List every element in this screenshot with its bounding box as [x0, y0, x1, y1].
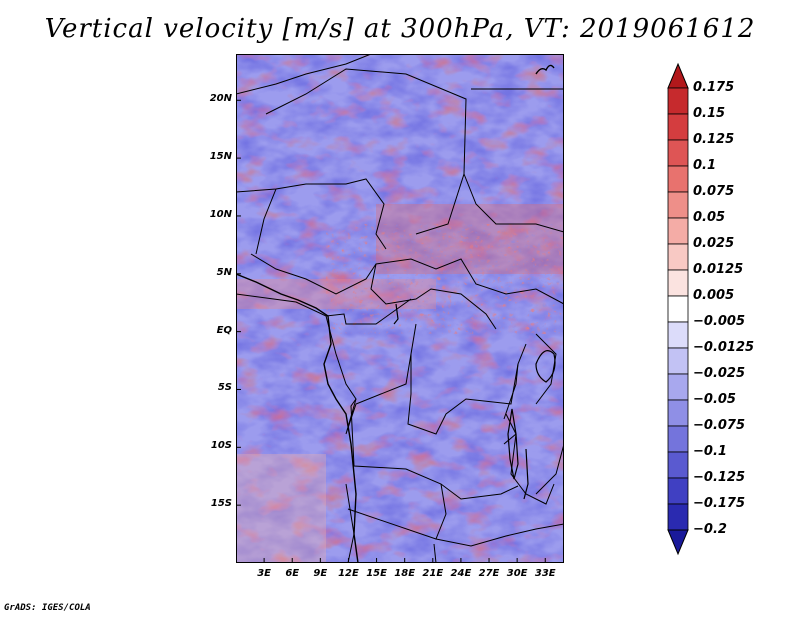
colorbar-level-label: −0.025 [693, 366, 746, 381]
colorbar-level-label: 0.0125 [693, 262, 744, 277]
colorbar-bin [667, 243, 689, 271]
colorbar-bin [667, 451, 689, 479]
longitude-tick-label: 12E [338, 568, 359, 579]
latitude-tick-label: 5S [217, 382, 232, 394]
longitude-tick-label: 27E [478, 568, 500, 579]
longitude-tick-label: 30E [506, 568, 528, 579]
colorbar-level-label: −0.175 [693, 496, 746, 511]
colorbar-bin [667, 503, 689, 531]
colorbar-bin [667, 295, 689, 323]
colorbar-level-label: 0.15 [693, 106, 726, 121]
colorbar-bin [667, 87, 689, 115]
colorbar-level-label: −0.1 [693, 444, 727, 459]
colorbar-bin [667, 191, 689, 219]
longitude-tick-label: 24E [450, 568, 472, 579]
longitude-tick-label: 21E [422, 568, 444, 579]
latitude-tick-label: EQ [216, 324, 232, 336]
colorbar [667, 62, 689, 556]
colorbar-level-label: −0.2 [693, 522, 727, 537]
latitude-tick-label: 5N [216, 266, 232, 278]
map-panel [236, 54, 564, 563]
latitude-tick-label: 10N [209, 208, 232, 220]
colorbar-level-label: −0.05 [693, 392, 736, 407]
colorbar-bin [667, 321, 689, 349]
vertical-velocity-field [236, 54, 564, 563]
colorbar-bin [667, 399, 689, 427]
latitude-tick-label: 20N [209, 93, 232, 105]
map-frame [236, 54, 564, 563]
colorbar-level-label: 0.175 [693, 80, 735, 95]
chart-title: Vertical velocity [m/s] at 300hPa, VT: 2… [44, 14, 756, 44]
colorbar-top-arrow [667, 62, 689, 89]
colorbar-level-label: −0.075 [693, 418, 746, 433]
lake-outlines [393, 303, 556, 500]
longitude-tick-label: 3E [257, 568, 271, 579]
colorbar-level-label: −0.125 [693, 470, 746, 485]
colorbar-level-label: 0.1 [693, 158, 717, 173]
colorbar-level-label: 0.05 [693, 210, 726, 225]
colorbar-bin [667, 477, 689, 505]
colorbar-level-label: 0.075 [693, 184, 735, 199]
colorbar-bin [667, 373, 689, 401]
colorbar-level-label: 0.005 [693, 288, 735, 303]
longitude-tick-label: 9E [313, 568, 328, 579]
longitude-tick-label: 6E [285, 568, 300, 579]
coastline [236, 64, 555, 563]
colorbar-bin [667, 425, 689, 453]
colorbar-bin [667, 139, 689, 167]
longitude-tick-label: 15E [366, 568, 387, 579]
colorbar-bin [667, 113, 689, 141]
latitude-tick-label: 15N [209, 151, 232, 163]
colorbar-level-label: −0.0125 [693, 340, 755, 355]
longitude-tick-label: 18E [394, 568, 416, 579]
colorbar-level-label: −0.005 [693, 314, 746, 329]
grads-credit: GrADS: IGES/COLA [4, 603, 91, 613]
colorbar-bin [667, 347, 689, 375]
longitude-tick-label: 33E [534, 568, 556, 579]
colorbar-bin [667, 269, 689, 297]
colorbar-level-label: 0.125 [693, 132, 735, 147]
latitude-tick-label: 10S [210, 440, 232, 452]
colorbar-bin [667, 165, 689, 193]
colorbar-bottom-arrow [667, 529, 689, 556]
colorbar-bin [667, 217, 689, 245]
latitude-tick-label: 15S [210, 498, 232, 510]
country-borders [236, 54, 564, 563]
colorbar-level-label: 0.025 [693, 236, 735, 251]
